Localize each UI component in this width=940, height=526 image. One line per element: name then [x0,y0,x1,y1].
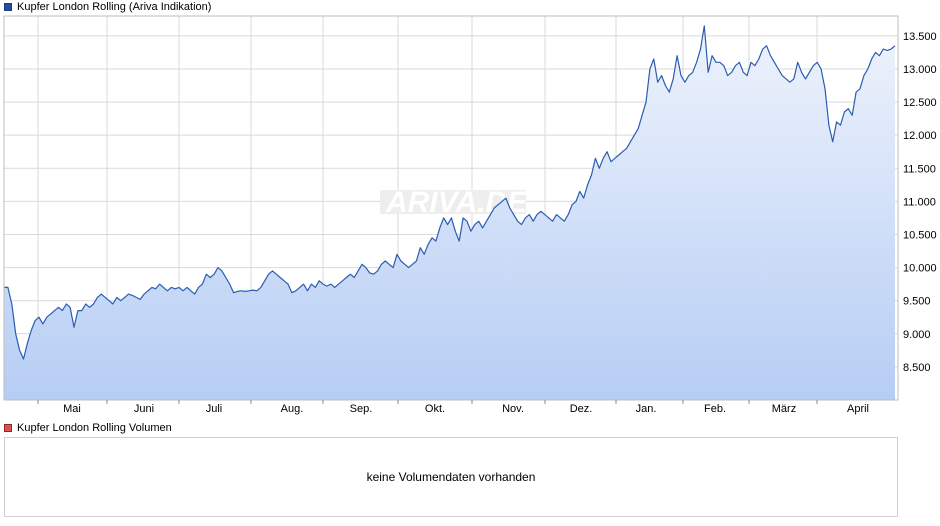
x-tick-label: März [772,403,796,415]
price-legend: Kupfer London Rolling (Ariva Indikation) [4,0,211,14]
volume-legend-label: Kupfer London Rolling Volumen [17,422,172,434]
volume-empty-message: keine Volumendaten vorhanden [366,470,536,484]
x-tick-label: Sep. [350,403,373,415]
price-legend-swatch [4,3,12,11]
x-tick-label: Juni [134,403,154,415]
volume-panel: keine Volumendaten vorhanden [4,437,898,517]
x-tick-label: Jan. [636,403,657,415]
y-tick-label: 9.500 [903,296,931,308]
plot-frame [3,15,899,401]
y-tick-label: 12.000 [903,130,937,142]
x-tick-label: Dez. [570,403,593,415]
x-tick-label: Okt. [425,403,445,415]
price-area [4,25,895,401]
price-chart[interactable]: 8.500 9.000 9.500 10.000 10.500 11.000 11.500 1… [0,0,940,418]
volume-legend: Kupfer London Rolling Volumen [4,421,172,435]
watermark-box [380,190,526,214]
y-tick-label: 9.000 [903,329,931,341]
y-tick-label: 13.500 [903,31,937,43]
y-tick-label: 10.500 [903,229,937,241]
y-tick-label: 8.500 [903,362,931,374]
x-tick-label: Mai [63,403,81,415]
y-tick-label: 10.000 [903,263,937,275]
y-tick-label: 11.000 [903,196,936,208]
y-tick-label: 13.000 [903,64,937,76]
price-legend-label: Kupfer London Rolling (Ariva Indikation) [17,1,212,13]
y-tick-label: 11.500 [903,163,936,175]
x-tick-label: Nov. [502,403,524,415]
price-line[interactable] [4,25,896,360]
x-tick-label: April [847,403,869,415]
y-tick-label: 12.500 [903,97,937,109]
x-tick-label: Feb. [704,403,726,415]
x-tick-label: Juli [206,403,223,415]
x-tick-label: Aug. [281,403,304,415]
volume-legend-swatch [4,424,12,432]
